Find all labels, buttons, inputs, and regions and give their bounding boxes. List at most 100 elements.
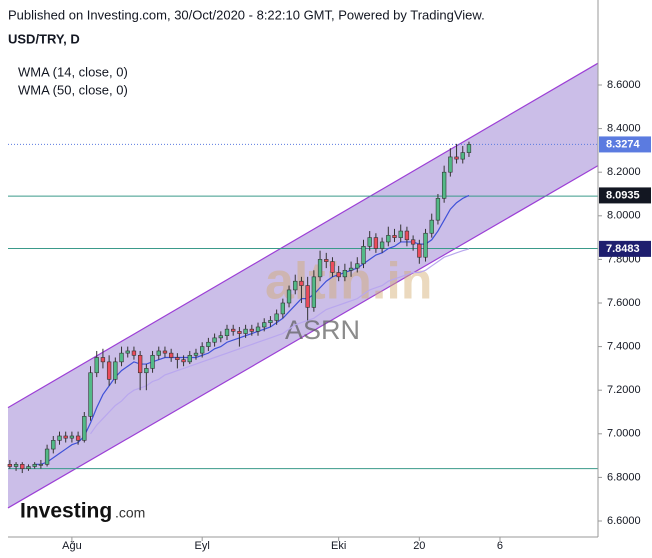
candle-body [348,267,354,271]
price-label: 8.0935 [606,189,640,201]
candle-body [20,464,25,469]
candle-body [63,435,68,439]
candle-body [100,357,106,363]
candle-body [448,156,453,173]
candle-body [193,352,199,356]
candle-body [125,350,130,354]
ma-line [90,248,470,435]
candle-body [373,237,379,249]
y-tick-label: 6.8000 [607,471,641,483]
legend-entry: WMA (50, close, 0) [18,82,128,97]
candle-body [156,350,161,356]
candle-body [169,352,174,358]
candle-body [342,269,348,278]
candle-body [26,466,31,469]
candle-body [162,350,168,354]
candle-body [212,337,217,343]
candle-body [231,328,236,332]
candle-body [94,357,99,374]
price-label: 7.8483 [606,243,640,255]
y-tick-label: 8.6000 [607,79,641,91]
candle-body [200,346,205,354]
candle-body [398,230,403,238]
candle-body [330,261,335,273]
candle-body [293,280,298,291]
candle-body [299,280,304,286]
logo: Investing .com [20,500,145,523]
candle-body [268,320,273,323]
x-tick-label: Eki [331,540,346,552]
candle-body [181,359,186,363]
candle-body [379,241,385,249]
candle-body [88,372,93,417]
candle-body [224,328,230,337]
candle-body [410,239,416,245]
price-label-box [599,240,651,257]
candle-body [286,289,292,304]
y-tick-label: 8.2000 [607,166,641,178]
candle-body [355,263,360,269]
candle-body [38,464,44,466]
candle-body [404,230,410,241]
watermark: ASRN [285,315,360,345]
candle-body [336,272,341,278]
channel-line [7,165,599,509]
x-tick-label: Ağu [62,540,82,552]
candle-body [243,328,248,334]
price-label-box [599,136,651,153]
x-tick-label: 6 [497,540,503,552]
y-tick-label: 7.2000 [607,384,641,396]
candle-body [324,259,329,262]
candle-body [423,232,428,258]
candle-body [57,435,62,441]
y-tick-label: 8.4000 [607,123,641,135]
candle-body [460,152,465,160]
plot-area: altin.inASRN6.60006.80007.00007.20007.40… [7,0,651,552]
x-tick-label: Eyl [195,540,210,552]
published-note: Published on Investing.com, 30/Oct/2020 … [8,7,485,22]
y-tick-label: 7.0000 [607,428,641,440]
candle-body [262,322,267,328]
candle-body [311,276,317,308]
candle-body [386,235,391,243]
candle-body [206,341,211,347]
candle-body [237,331,242,334]
candle-body [69,435,75,439]
y-tick-label: 8.0000 [607,210,641,222]
candle-body [106,361,112,380]
candle-body [249,328,254,332]
candle-body [274,313,279,321]
candle-body [75,435,81,441]
candle-body [280,302,285,315]
y-tick-label: 7.4000 [607,341,641,353]
candle-body [218,335,223,339]
candle-body [51,440,56,450]
channel-line [7,62,599,409]
candle-body [137,355,143,374]
candle-body [454,156,459,160]
price-label-box [599,187,651,204]
candle-body [44,448,50,465]
candle-body [367,237,372,247]
candle-body [305,285,310,308]
candle-body [187,355,192,363]
candle-body [150,355,155,369]
candle-body [82,416,87,441]
candle-body [429,219,434,234]
price-label: 8.3274 [606,138,641,150]
logo-suffix: .com [115,505,145,521]
y-tick-label: 6.6000 [607,515,641,527]
candle-body [361,246,366,265]
logo-main: Investing [20,500,112,523]
candle-body [119,352,124,363]
y-tick-label: 7.6000 [607,297,641,309]
candle-body [7,464,13,467]
candle-body [417,243,422,258]
candle-body [144,368,149,374]
candle-body [13,464,19,467]
candle-body [392,235,397,238]
candle-body [435,198,441,221]
candle-body [131,350,137,356]
